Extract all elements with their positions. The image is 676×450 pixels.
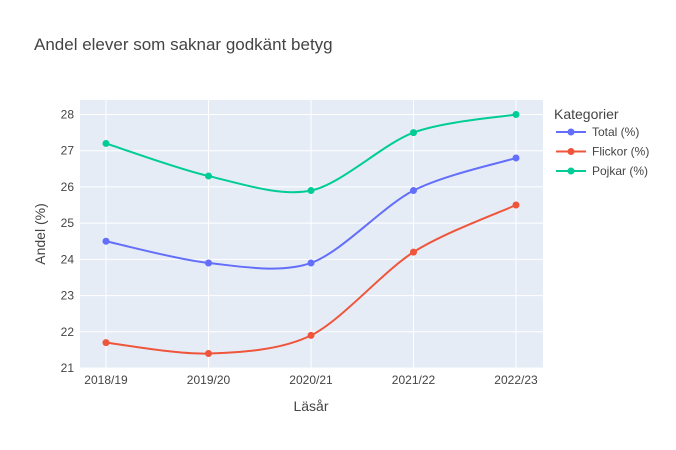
x-tick-label: 2021/22 [392, 373, 436, 387]
y-tick-label: 24 [61, 252, 75, 266]
series-markers [102, 110, 520, 358]
legend-label: Pojkar (%) [592, 164, 648, 178]
legend-item-total[interactable]: Total (%) [556, 125, 639, 139]
y-tick-label: 28 [61, 107, 75, 121]
chart-title: Andel elever som saknar godkänt betyg [34, 35, 333, 54]
data-point-pojkar[interactable] [410, 129, 417, 137]
y-axis-ticks: 21 22 23 24 25 26 27 28 [61, 107, 75, 375]
data-point-flickor[interactable] [410, 248, 417, 256]
legend-marker [567, 148, 575, 155]
data-point-pojkar[interactable] [307, 187, 315, 195]
y-tick-label: 22 [61, 325, 75, 339]
legend-marker [567, 128, 575, 136]
data-point-flickor[interactable] [512, 201, 520, 209]
data-point-pojkar[interactable] [205, 172, 212, 180]
data-point-total[interactable] [205, 259, 212, 267]
x-tick-label: 2018/19 [84, 373, 128, 387]
x-tick-label: 2022/23 [494, 373, 538, 387]
y-tick-label: 25 [61, 216, 75, 230]
x-tick-label: 2020/21 [289, 373, 333, 387]
legend[interactable]: Kategorier Total (%) Flickor (%) Pojkar (%… [554, 106, 649, 178]
data-point-pojkar[interactable] [512, 110, 520, 118]
y-tick-label: 27 [61, 144, 75, 158]
legend-title: Kategorier [554, 106, 619, 122]
y-tick-label: 26 [61, 180, 75, 194]
x-axis-title: Läsår [293, 398, 328, 414]
data-point-pojkar[interactable] [102, 139, 110, 147]
legend-item-pojkar[interactable]: Pojkar (%) [556, 164, 648, 178]
y-tick-label: 21 [61, 361, 75, 375]
data-point-total[interactable] [102, 237, 110, 245]
y-tick-label: 23 [61, 289, 75, 303]
x-axis-ticks: 2018/19 2019/20 2020/21 2021/22 2022/23 [84, 373, 538, 387]
data-point-total[interactable] [307, 259, 315, 267]
legend-marker [567, 167, 575, 175]
legend-label: Flickor (%) [592, 145, 649, 159]
data-point-total[interactable] [410, 187, 417, 195]
data-point-flickor[interactable] [205, 350, 212, 358]
data-point-total[interactable] [512, 154, 520, 162]
data-point-flickor[interactable] [307, 331, 315, 339]
x-tick-label: 2019/20 [187, 373, 231, 387]
legend-item-flickor[interactable]: Flickor (%) [556, 145, 649, 159]
y-axis-title: Andel (%) [32, 203, 48, 264]
legend-label: Total (%) [592, 125, 639, 139]
data-point-flickor[interactable] [102, 339, 110, 347]
